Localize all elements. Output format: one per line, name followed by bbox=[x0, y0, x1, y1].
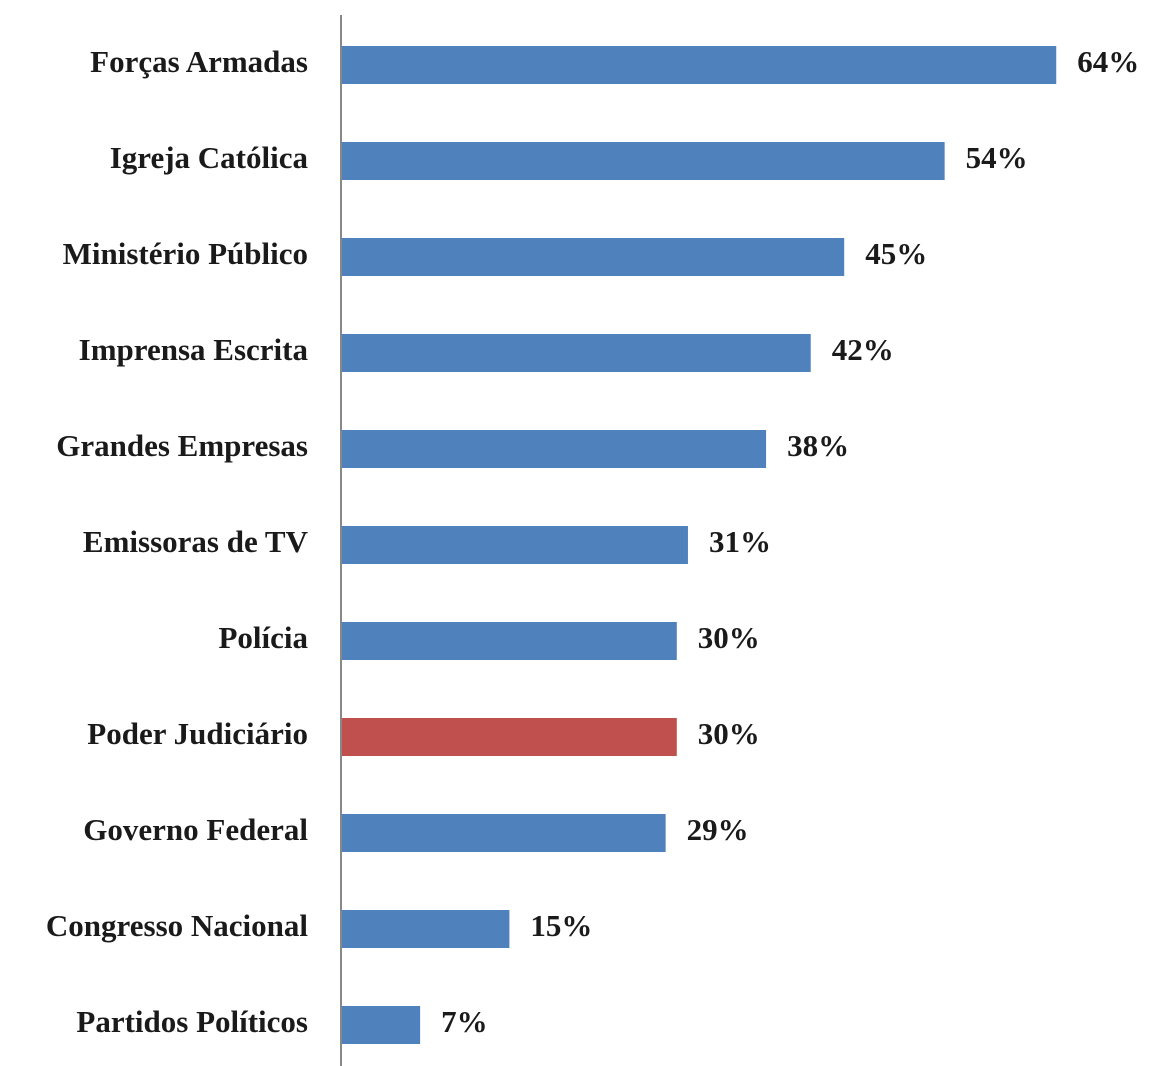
bar bbox=[342, 622, 677, 660]
value-label: 15% bbox=[530, 908, 592, 943]
bar bbox=[342, 238, 845, 276]
category-label: Forças Armadas bbox=[90, 44, 308, 79]
bar bbox=[342, 334, 811, 372]
value-label: 42% bbox=[832, 332, 894, 367]
category-label: Emissoras de TV bbox=[83, 524, 309, 559]
value-label: 38% bbox=[787, 428, 849, 463]
category-label: Congresso Nacional bbox=[46, 908, 308, 943]
bar bbox=[342, 910, 510, 948]
bar bbox=[342, 430, 767, 468]
category-label: Igreja Católica bbox=[110, 140, 309, 175]
value-label: 30% bbox=[698, 716, 760, 751]
bar bbox=[342, 142, 945, 180]
value-label: 31% bbox=[709, 524, 771, 559]
value-label: 29% bbox=[687, 812, 749, 847]
category-label: Grandes Empresas bbox=[56, 428, 308, 463]
category-label: Poder Judiciário bbox=[87, 716, 308, 751]
bar bbox=[342, 1006, 421, 1044]
value-label: 7% bbox=[441, 1004, 488, 1039]
category-label: Partidos Políticos bbox=[76, 1004, 308, 1039]
bar bbox=[342, 46, 1057, 84]
bar bbox=[342, 718, 677, 756]
bar bbox=[342, 526, 688, 564]
bar bbox=[342, 814, 666, 852]
value-label: 45% bbox=[865, 236, 927, 271]
value-label: 30% bbox=[698, 620, 760, 655]
value-label: 54% bbox=[966, 140, 1028, 175]
category-label: Governo Federal bbox=[83, 812, 308, 847]
category-label: Ministério Público bbox=[63, 236, 308, 271]
value-label: 64% bbox=[1077, 44, 1139, 79]
category-label: Polícia bbox=[218, 620, 308, 655]
category-label: Imprensa Escrita bbox=[79, 332, 309, 367]
